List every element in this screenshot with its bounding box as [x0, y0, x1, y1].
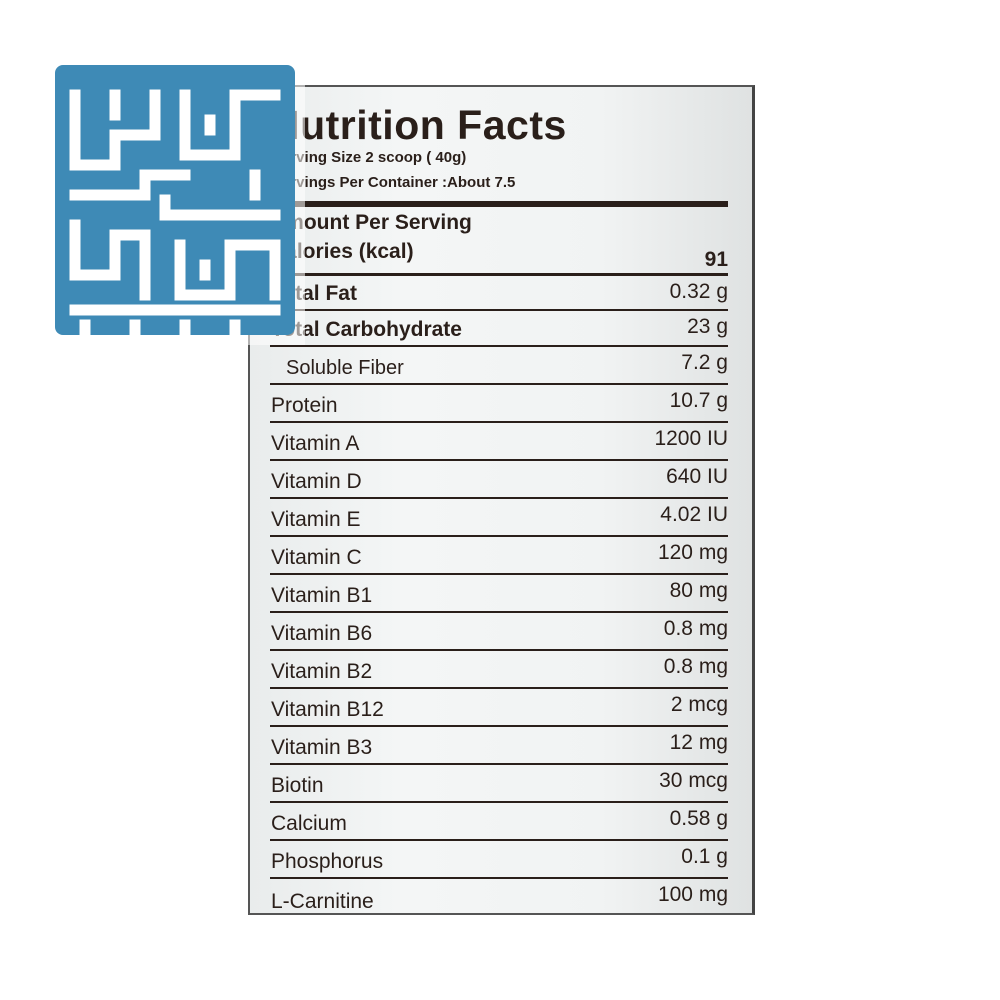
nutrient-row: Phosphorus 0.1 g: [270, 841, 728, 879]
nutrient-row: Vitamin B1 80 mg: [270, 575, 728, 613]
nutrient-row: Vitamin B3 12 mg: [270, 727, 728, 765]
nutrient-row: Vitamin B2 0.8 mg: [270, 651, 728, 689]
nutrient-row: Vitamin A 1200 IU: [270, 423, 728, 461]
nutrient-name: Vitamin B2: [271, 660, 373, 683]
nutrient-row: Vitamin C 120 mg: [270, 537, 728, 575]
nutrient-value: 80 mg: [669, 579, 728, 602]
nutrient-value: 10.7 g: [669, 389, 728, 412]
nutrient-value: 23 g: [687, 315, 728, 338]
nutrient-name: Vitamin B6: [271, 622, 373, 645]
nutrient-row: Soluble Fiber 7.2 g: [270, 347, 728, 385]
nutrient-value: 100 mg: [657, 883, 728, 906]
nutrient-value: 12 mg: [669, 731, 728, 754]
nutrient-value: 30 mcg: [659, 769, 728, 792]
nutrient-row: Vitamin B6 0.8 mg: [270, 613, 728, 651]
nutrient-value: 0.58 g: [669, 807, 728, 830]
nutrient-name: Biotin: [271, 774, 324, 797]
nutrient-name: Vitamin B3: [271, 736, 373, 759]
thick-divider: [270, 201, 728, 207]
calories-label: Calories (kcal): [270, 240, 414, 263]
servings-per-container: Servings Per Container :About 7.5: [272, 174, 516, 191]
calories-row: Calories (kcal) 91: [270, 240, 728, 276]
nutrient-name: Vitamin B1: [271, 584, 373, 607]
nutrient-name: Phosphorus: [271, 850, 384, 873]
nutrient-value: 0.32 g: [669, 280, 728, 303]
nutrient-row: Total Fat 0.32 g: [270, 276, 728, 311]
nutrient-name: Vitamin C: [271, 546, 362, 569]
nutrient-row: L-Carnitine 100 mg: [270, 879, 728, 917]
nutrient-row: Vitamin B12 2 mcg: [270, 689, 728, 727]
serving-size: Serving Size 2 scoop ( 40g): [272, 149, 467, 166]
nutrient-name: Vitamin D: [271, 470, 362, 493]
nutrient-list: Total Fat 0.32 g Total Carbohydrate 23 g Sol…: [270, 276, 728, 917]
nutrient-value: 4.02 IU: [660, 503, 728, 526]
nutrient-value: 0.1 g: [681, 845, 728, 868]
nutrient-name: Vitamin E: [271, 508, 361, 531]
nutrient-value: 0.8 mg: [663, 617, 728, 640]
nutrient-name: Calcium: [271, 812, 347, 835]
nutrient-name: Soluble Fiber: [286, 357, 404, 379]
nutrient-value: 7.2 g: [681, 351, 728, 374]
nutrient-name: L-Carnitine: [271, 890, 374, 913]
nutrient-value: 0.8 mg: [663, 655, 728, 678]
nutrient-row: Total Carbohydrate 23 g: [270, 311, 728, 347]
calories-value: 91: [704, 248, 728, 271]
nutrient-row: Biotin 30 mcg: [270, 765, 728, 803]
nutrient-name: Vitamin A: [271, 432, 360, 455]
nutrient-row: Calcium 0.58 g: [270, 803, 728, 841]
nutrient-value: 2 mcg: [670, 693, 728, 716]
kufic-logo-icon: [55, 65, 295, 335]
nutrient-value: 640 IU: [666, 465, 728, 488]
nutrient-name: Total Carbohydrate: [271, 318, 462, 341]
nutrient-row: Vitamin D 640 IU: [270, 461, 728, 499]
nutrient-value: 1200 IU: [654, 427, 728, 450]
nutrient-value: 120 mg: [657, 541, 728, 564]
label-title: Nutrition Facts: [270, 102, 567, 148]
nutrient-name: Protein: [271, 394, 338, 417]
nutrition-label: [248, 85, 755, 915]
nutrient-name: Vitamin B12: [271, 698, 384, 721]
nutrient-row: Protein 10.7 g: [270, 385, 728, 423]
nutrient-row: Vitamin E 4.02 IU: [270, 499, 728, 537]
amount-per-serving: Amount Per Serving: [270, 211, 472, 234]
